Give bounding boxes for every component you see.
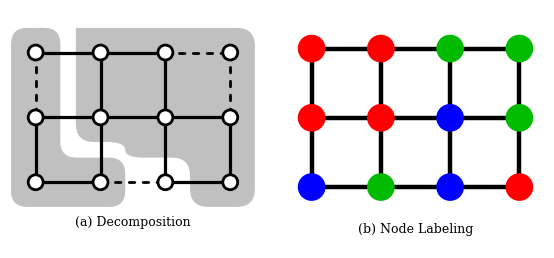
Circle shape	[93, 110, 108, 125]
Circle shape	[223, 175, 238, 190]
Text: (b) Node Labeling: (b) Node Labeling	[358, 223, 473, 236]
Circle shape	[223, 45, 238, 60]
Circle shape	[93, 175, 108, 190]
Text: (a) Decomposition: (a) Decomposition	[75, 216, 191, 229]
Circle shape	[367, 35, 394, 62]
Circle shape	[93, 45, 108, 60]
Circle shape	[28, 45, 43, 60]
Circle shape	[158, 110, 173, 125]
Circle shape	[505, 35, 533, 62]
Circle shape	[298, 35, 326, 62]
Circle shape	[158, 175, 173, 190]
Circle shape	[437, 104, 464, 132]
Circle shape	[158, 45, 173, 60]
Circle shape	[437, 173, 464, 201]
Circle shape	[505, 104, 533, 132]
Circle shape	[28, 110, 43, 125]
Circle shape	[223, 110, 238, 125]
Circle shape	[437, 35, 464, 62]
Circle shape	[367, 173, 394, 201]
Circle shape	[505, 173, 533, 201]
PathPatch shape	[11, 28, 125, 207]
PathPatch shape	[76, 28, 255, 207]
Circle shape	[367, 104, 394, 132]
Circle shape	[298, 104, 326, 132]
Circle shape	[28, 175, 43, 190]
Circle shape	[298, 173, 326, 201]
